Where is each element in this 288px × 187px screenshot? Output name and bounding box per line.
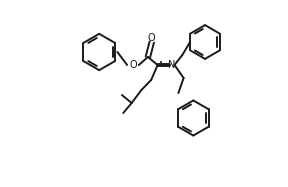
Text: O: O	[148, 33, 156, 43]
Text: N: N	[168, 60, 175, 70]
Text: O: O	[129, 60, 137, 70]
Text: •: •	[159, 60, 163, 66]
